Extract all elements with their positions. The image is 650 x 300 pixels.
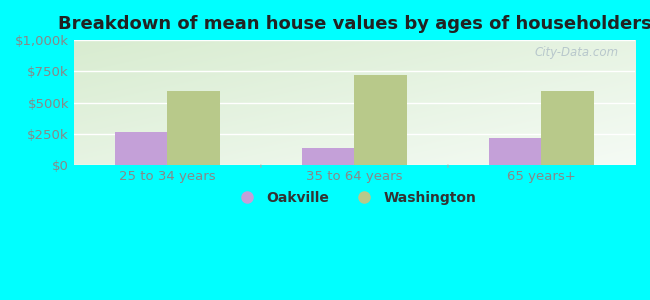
Legend: Oakville, Washington: Oakville, Washington xyxy=(227,185,482,210)
Bar xyxy=(115,132,168,165)
Bar xyxy=(302,148,354,165)
Title: Breakdown of mean house values by ages of householders: Breakdown of mean house values by ages o… xyxy=(58,15,650,33)
Bar xyxy=(354,75,407,165)
Text: City-Data.com: City-Data.com xyxy=(534,46,618,59)
Bar xyxy=(168,91,220,165)
Bar xyxy=(541,91,594,165)
Bar xyxy=(489,138,541,165)
